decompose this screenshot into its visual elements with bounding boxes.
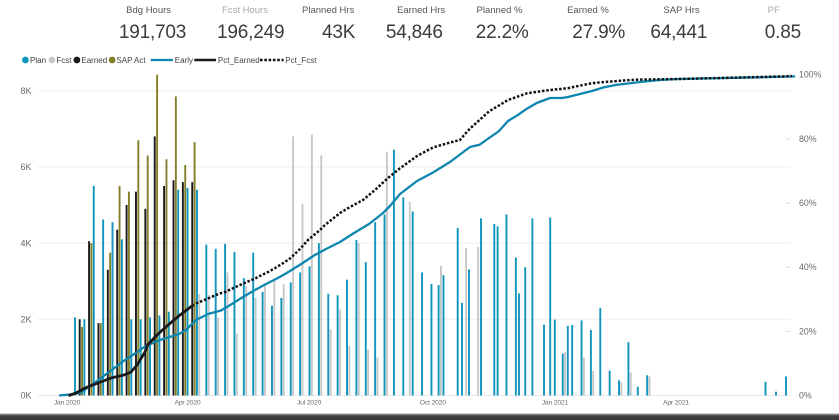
svg-text:100%: 100% [799,70,822,80]
svg-text:Jul 2020: Jul 2020 [297,400,322,407]
svg-text:Early: Early [175,56,193,65]
svg-text:Earned: Earned [81,56,107,65]
svg-text:Jan 2020: Jan 2020 [54,400,81,407]
svg-text:40%: 40% [799,262,817,272]
svg-text:6K: 6K [20,162,31,172]
svg-text:80%: 80% [799,134,817,144]
svg-text:Oct 2020: Oct 2020 [420,400,446,407]
svg-text:8K: 8K [20,86,31,96]
svg-text:SAP Act: SAP Act [116,56,146,65]
svg-text:2K: 2K [20,315,31,325]
svg-text:Apr 2020: Apr 2020 [175,400,201,407]
svg-text:Pct_Fcst: Pct_Fcst [285,56,317,65]
svg-text:0K: 0K [20,391,31,401]
svg-text:60%: 60% [799,198,817,208]
svg-text:Apr 2021: Apr 2021 [663,400,689,407]
svg-text:Plan: Plan [30,56,46,65]
svg-text:Jan 2021: Jan 2021 [542,400,569,407]
svg-text:0%: 0% [799,391,812,401]
svg-text:4K: 4K [20,238,31,248]
svg-text:20%: 20% [799,326,817,336]
svg-text:Pct_Earned: Pct_Earned [218,56,260,65]
svg-text:Fcst: Fcst [56,56,72,65]
